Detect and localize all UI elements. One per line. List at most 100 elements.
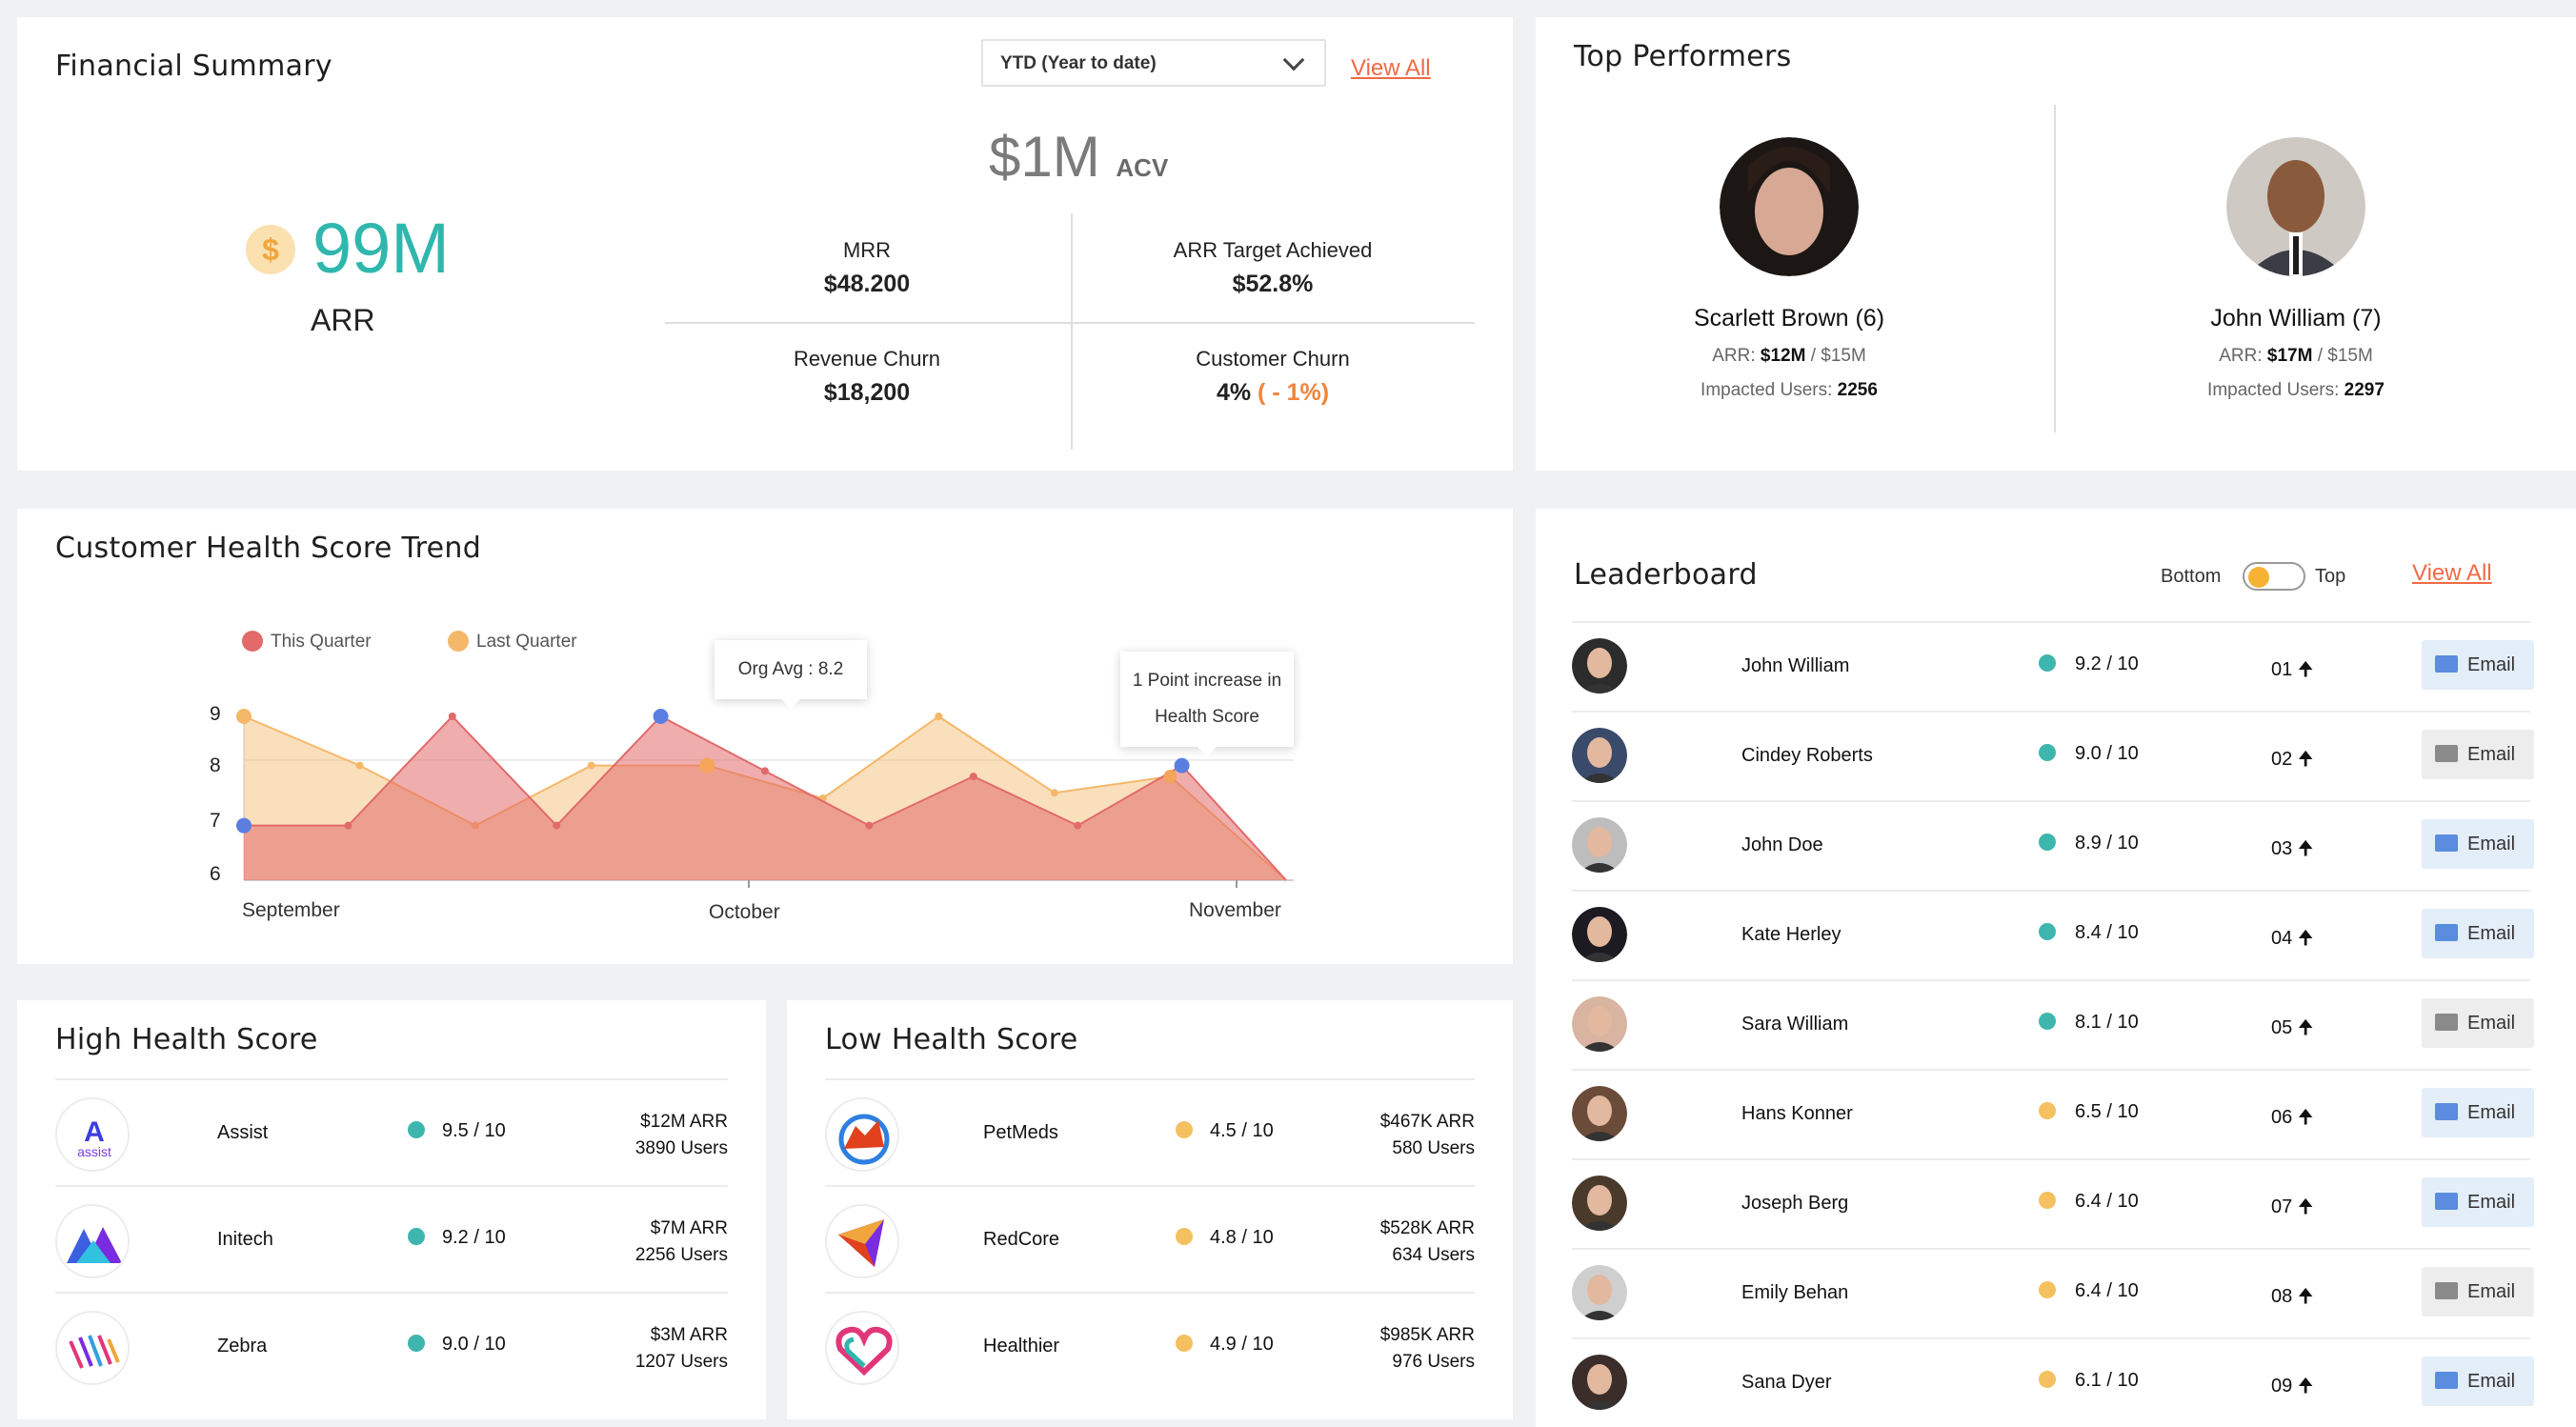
score-value: 8.4 / 10 (2075, 922, 2139, 943)
tooltip-line: 1 Point increase in (1132, 671, 1282, 691)
financial-summary-card: Financial Summary YTD (Year to date) Vie… (17, 17, 1513, 471)
acv-value: $1M ACV (989, 124, 1168, 190)
org-avg-tooltip: Org Avg : 8.2 (714, 640, 867, 709)
leader-rank: 08 🠉 (2271, 1282, 2313, 1315)
health-score: 4.8 / 10 (1176, 1227, 1274, 1249)
score-dot (2039, 1371, 2056, 1388)
account-name: Healthier (983, 1336, 1060, 1357)
y-tick: 7 (210, 810, 221, 832)
legend-dot (242, 631, 263, 652)
legend-last-quarter[interactable]: Last Quarter (448, 631, 577, 653)
legend-label: This Quarter (271, 632, 372, 652)
arrow-up-icon: 🠉 (2297, 1376, 2314, 1397)
email-label: Email (2467, 834, 2516, 854)
data-point (355, 761, 364, 770)
health-score: 9.5 / 10 (408, 1120, 506, 1142)
avatar (1572, 1086, 1627, 1141)
email-button[interactable]: Email (2422, 1267, 2534, 1316)
leader-score: 6.5 / 10 (2039, 1101, 2139, 1123)
leader-name: Sara William (1741, 1014, 1849, 1035)
score-dot (1176, 1121, 1193, 1138)
rank-value: 01 (2271, 659, 2293, 680)
list-item[interactable]: Initech 9.2 / 10 $7M ARR 2256 Users (55, 1185, 728, 1292)
bottom-top-toggle[interactable] (2243, 562, 2305, 591)
email-label: Email (2467, 1371, 2516, 1392)
data-point (448, 713, 456, 720)
score-dot (1176, 1335, 1193, 1352)
envelope-icon (2435, 1282, 2458, 1299)
avatar (1572, 907, 1627, 962)
y-tick: 6 (210, 863, 221, 885)
email-button[interactable]: Email (2422, 909, 2534, 958)
health-trend-chart (236, 709, 1294, 888)
period-select[interactable]: YTD (Year to date) (981, 39, 1326, 87)
account-arr: $3M ARR 1207 Users (635, 1322, 728, 1376)
customer-churn-value: 4% ( - 1%) (1073, 379, 1473, 407)
envelope-icon (2435, 1014, 2458, 1031)
arr-target-label: ARR Target Achieved (1173, 238, 1373, 262)
score-dot (408, 1335, 425, 1352)
account-name: RedCore (983, 1229, 1060, 1250)
performer-users: Impacted Users: 2256 (1580, 380, 1999, 401)
list-item[interactable]: PetMeds 4.5 / 10 $467K ARR 580 Users (825, 1078, 1475, 1185)
leader-name: John Doe (1741, 834, 1823, 855)
leader-name: Joseph Berg (1741, 1193, 1849, 1214)
toggle-top-label: Top (2315, 566, 2346, 587)
leader-rank: 03 🠉 (2271, 834, 2313, 867)
acv-label: ACV (1116, 153, 1169, 182)
users-value: 1207 Users (634, 1352, 728, 1372)
financial-view-all-link[interactable]: View All (1351, 55, 1431, 81)
list-item[interactable]: Zebra 9.0 / 10 $3M ARR 1207 Users (55, 1292, 728, 1398)
leader-name: Emily Behan (1741, 1282, 1849, 1303)
highlight-point (236, 817, 252, 834)
rank-value: 06 (2271, 1107, 2293, 1128)
avatar (2226, 137, 2365, 276)
email-button[interactable]: Email (2422, 1357, 2534, 1406)
envelope-icon (2435, 745, 2458, 762)
performer-card: John William (7) ARR: $17M / $15M Impact… (2086, 137, 2506, 401)
users-label: Impacted Users: (2207, 380, 2340, 400)
leaderboard-title: Leaderboard (1574, 558, 1758, 592)
score-dot (408, 1228, 425, 1245)
leader-score: 9.0 / 10 (2039, 743, 2139, 765)
arr-target: / $15M (2317, 346, 2373, 366)
data-point (587, 761, 595, 770)
arrow-up-icon: 🠉 (2297, 838, 2314, 859)
leader-score: 6.4 / 10 (2039, 1191, 2139, 1213)
email-button[interactable]: Email (2422, 1088, 2534, 1137)
email-button[interactable]: Email (2422, 730, 2534, 779)
list-item[interactable]: RedCore 4.8 / 10 $528K ARR 634 Users (825, 1185, 1475, 1292)
users-label: Impacted Users: (1701, 380, 1833, 400)
rank-value: 09 (2271, 1376, 2293, 1397)
email-button[interactable]: Email (2422, 998, 2534, 1048)
revenue-churn-label: Revenue Churn (793, 347, 941, 371)
leader-score: 8.4 / 10 (2039, 922, 2139, 944)
list-item[interactable]: Healthier 4.9 / 10 $985K ARR 976 Users (825, 1292, 1475, 1398)
score-dot (408, 1121, 425, 1138)
arrow-up-icon: 🠉 (2297, 749, 2314, 770)
performer-arr: ARR: $17M / $15M (2086, 346, 2506, 367)
zebra-logo (55, 1311, 130, 1385)
account-name: Zebra (217, 1336, 268, 1357)
leaderboard-view-all-link[interactable]: View All (2412, 560, 2492, 586)
health-score: 4.9 / 10 (1176, 1334, 1274, 1356)
leader-name: John William (1741, 655, 1850, 676)
arr-value: $985K ARR (1379, 1325, 1475, 1345)
account-name: PetMeds (983, 1122, 1058, 1143)
arr-value: $17M (2266, 346, 2313, 366)
arr-value: 99M (312, 209, 450, 288)
email-button[interactable]: Email (2422, 819, 2534, 869)
envelope-icon (2435, 1103, 2458, 1120)
rank-value: 04 (2271, 928, 2293, 949)
score-dot (2039, 1192, 2056, 1209)
email-button[interactable]: Email (2422, 640, 2534, 690)
tooltip-line: Health Score (1155, 707, 1259, 727)
y-tick: 9 (210, 703, 221, 725)
users-value: 2256 (1837, 380, 1878, 400)
leader-name: Kate Herley (1741, 924, 1841, 945)
legend-this-quarter[interactable]: This Quarter (242, 631, 372, 653)
health-trend-card: Customer Health Score Trend This Quarter… (17, 509, 1513, 964)
email-button[interactable]: Email (2422, 1177, 2534, 1227)
